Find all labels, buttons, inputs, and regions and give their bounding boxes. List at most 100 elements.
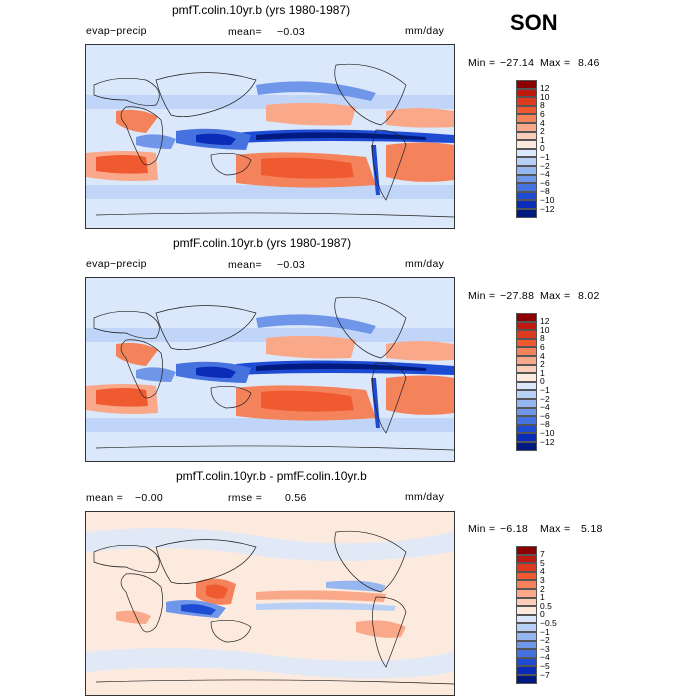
- panel3-colorbar-tick: 5: [540, 557, 545, 568]
- panel2-colorbar-tick: 1: [540, 367, 545, 378]
- panel2-min-label: Min =: [468, 290, 496, 302]
- panel2-colorbar-tick: 4: [540, 350, 545, 361]
- panel3-min-label: Min =: [468, 523, 496, 535]
- panel2-map: [85, 277, 455, 462]
- panel3-colorbar-tick: 1: [540, 592, 545, 603]
- panel3-min-value: −6.18: [500, 523, 529, 535]
- panel2-colorbar-box: [516, 390, 537, 399]
- panel3-rmse-value: 0.56: [285, 492, 307, 504]
- panel1-min-label: Min =: [468, 57, 496, 69]
- panel3-colorbar-tick: 2: [540, 583, 545, 594]
- panel2-colorbar-tick: −8: [540, 419, 550, 430]
- panel3-title: pmfT.colin.10yr.b - pmfF.colin.10yr.b: [176, 469, 367, 483]
- panel1-colorbar-tick: −12: [540, 203, 555, 214]
- panel3-units: mm/day: [405, 491, 445, 503]
- panel1-colorbar-tick: −8: [540, 186, 550, 197]
- season-label: SON: [510, 10, 558, 35]
- panel3-colorbar-tick: 0: [540, 609, 545, 620]
- panel2-mean-label: mean=: [228, 259, 262, 271]
- panel1-title: pmfT.colin.10yr.b (yrs 1980-1987): [172, 3, 351, 17]
- panel3-colorbar-box: [516, 649, 537, 658]
- panel1-colorbar-tick: 8: [540, 100, 545, 111]
- panel1-colorbar-tick: 4: [540, 117, 545, 128]
- panel1-colorbar-tick: −6: [540, 177, 550, 188]
- panel3-colorbar-box: [516, 614, 537, 624]
- panel1-colorbar-box: [516, 105, 537, 115]
- panel2-colorbar-tick: 2: [540, 359, 545, 370]
- panel1-colorbar-box: [516, 88, 537, 98]
- panel1-mean-label: mean=: [228, 26, 262, 38]
- panel1-colorbar-tick: 1: [540, 134, 545, 145]
- panel2-variable-label: evap−precip: [86, 258, 147, 270]
- panel1-colorbar-tick: −2: [540, 160, 550, 171]
- panel1-colorbar-box: [516, 157, 537, 166]
- panel1-colorbar-box: [516, 131, 537, 141]
- panel2-colorbar-tick: −10: [540, 427, 555, 438]
- panel1-colorbar-box: [516, 97, 537, 106]
- panel1-colorbar-tick: −4: [540, 169, 550, 180]
- panel3-colorbar-box: [516, 675, 537, 684]
- panel2-colorbar-box: [516, 442, 537, 451]
- panel3-max-value: 5.18: [581, 523, 603, 535]
- panel2-colorbar-box: [516, 313, 537, 322]
- panel1-colorbar-tick: 10: [540, 91, 550, 102]
- panel3-colorbar-box: [516, 571, 537, 581]
- panel1-mean-value: −0.03: [277, 26, 306, 38]
- panel3-map: [85, 511, 455, 696]
- panel3-colorbar-tick: −5: [540, 660, 550, 671]
- panel2-colorbar-box: [516, 338, 537, 348]
- panel3-mean-label: mean =: [86, 492, 124, 504]
- panel1-colorbar-box: [516, 140, 537, 149]
- panel3-mean-value: −0.00: [135, 492, 164, 504]
- panel2-title: pmfF.colin.10yr.b (yrs 1980-1987): [173, 236, 352, 250]
- panel1-field: [86, 45, 454, 228]
- panel3-colorbar-box: [516, 589, 537, 598]
- panel3-max-label: Max =: [540, 523, 571, 535]
- panel2-field: [86, 278, 454, 461]
- panel3-colorbar-tick: 3: [540, 574, 545, 585]
- panel3-colorbar-tick: 0.5: [540, 600, 552, 611]
- panel2-min-value: −27.88: [500, 290, 535, 302]
- panel2-units: mm/day: [405, 258, 445, 270]
- panel3-colorbar-tick: −1: [540, 626, 550, 637]
- panel3-colorbar-tick: −3: [540, 643, 550, 654]
- panel1-colorbar-box: [516, 200, 537, 209]
- panel2-colorbar-box: [516, 347, 537, 356]
- panel2-colorbar-box: [516, 373, 537, 382]
- panel3-colorbar-tick: 4: [540, 566, 545, 577]
- panel1-colorbar-tick: 12: [540, 83, 550, 94]
- panel1-colorbar-box: [516, 183, 537, 192]
- panel3-colorbar-box: [516, 597, 537, 607]
- panel2-colorbar-tick: 6: [540, 341, 545, 352]
- panel2-colorbar-box: [516, 407, 537, 417]
- panel3-colorbar-box: [516, 640, 537, 650]
- panel1-colorbar-tick: 0: [540, 143, 545, 154]
- panel1-colorbar-box: [516, 209, 537, 218]
- panel2-colorbar-tick: −12: [540, 436, 555, 447]
- panel1-units: mm/day: [405, 25, 445, 37]
- panel3-colorbar-tick: −4: [540, 652, 550, 663]
- panel2-colorbar-tick: 8: [540, 333, 545, 344]
- panel3-colorbar-tick: −0.5: [540, 617, 557, 628]
- panel2-colorbar-tick: −6: [540, 410, 550, 421]
- panel3-colorbar-tick: −2: [540, 635, 550, 646]
- panel3-colorbar-box: [516, 657, 537, 667]
- panel1-colorbar-box: [516, 114, 537, 123]
- panel2-colorbar-box: [516, 399, 537, 408]
- panel2-colorbar-box: [516, 364, 537, 374]
- panel2-colorbar-box: [516, 424, 537, 434]
- panel1-max-value: 8.46: [578, 57, 600, 69]
- panel3-colorbar-box: [516, 554, 537, 564]
- panel3-colorbar-box: [516, 546, 537, 555]
- panel1-colorbar-tick: 6: [540, 108, 545, 119]
- panel1-colorbar-box: [516, 174, 537, 184]
- panel1-colorbar-tick: 2: [540, 126, 545, 137]
- panel3-field: [86, 512, 454, 695]
- panel2-colorbar-tick: −1: [540, 384, 550, 395]
- panel1-colorbar-box: [516, 80, 537, 89]
- panel2-colorbar-box: [516, 416, 537, 425]
- panel2-colorbar-tick: 0: [540, 376, 545, 387]
- panel3-colorbar-box: [516, 580, 537, 589]
- panel1-variable-label: evap−precip: [86, 25, 147, 37]
- panel3-colorbar-box: [516, 623, 537, 632]
